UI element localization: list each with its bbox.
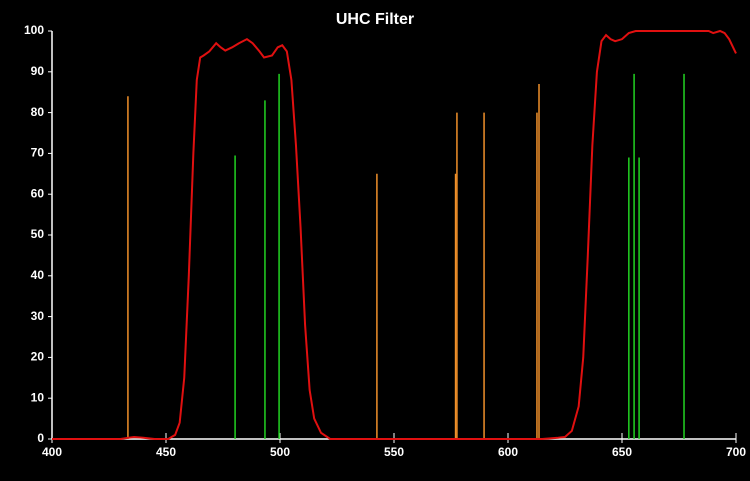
y-tick-label: 60: [31, 186, 45, 200]
y-tick-label: 70: [31, 146, 45, 160]
x-tick-label: 500: [270, 445, 290, 459]
y-tick-label: 20: [31, 350, 45, 364]
x-tick-label: 700: [726, 445, 746, 459]
x-tick-label: 650: [612, 445, 632, 459]
y-tick-label: 90: [31, 64, 45, 78]
x-tick-label: 400: [42, 445, 62, 459]
y-tick-label: 10: [31, 390, 45, 404]
chart-title: UHC Filter: [336, 11, 414, 28]
transmission-curve: [52, 29, 737, 440]
y-tick-label: 30: [31, 309, 45, 323]
y-tick-label: 100: [24, 23, 44, 37]
x-tick-label: 550: [384, 445, 404, 459]
x-tick-label: 600: [498, 445, 518, 459]
y-tick-label: 0: [37, 431, 44, 445]
y-tick-label: 40: [31, 268, 45, 282]
y-tick-label: 80: [31, 105, 45, 119]
y-tick-label: 50: [31, 227, 45, 241]
x-tick-label: 450: [156, 445, 176, 459]
